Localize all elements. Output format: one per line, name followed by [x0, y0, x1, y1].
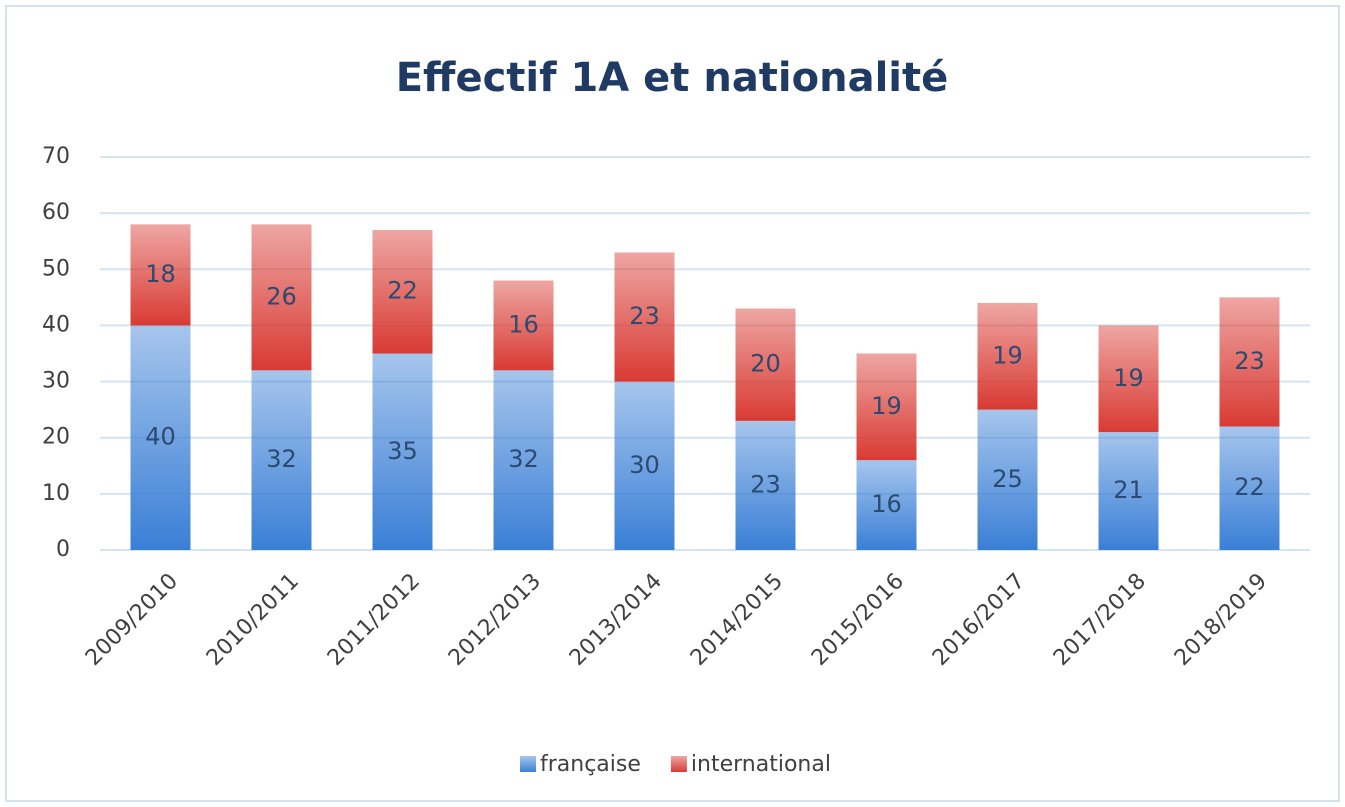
legend-swatch	[520, 756, 536, 772]
bar-segment	[1098, 432, 1159, 550]
data-label: 40	[145, 423, 176, 451]
data-label: 25	[992, 465, 1023, 493]
bar-segment	[130, 224, 191, 326]
bar-segment	[493, 370, 554, 550]
data-label: 35	[387, 437, 418, 465]
y-tick-label: 0	[56, 537, 70, 562]
data-label: 30	[629, 451, 660, 479]
data-label: 16	[871, 490, 902, 518]
y-tick-label: 50	[42, 256, 70, 281]
bar-segment	[977, 302, 1038, 410]
legend-label: international	[691, 752, 831, 777]
data-label: 19	[871, 392, 902, 420]
data-label: 19	[992, 341, 1023, 369]
legend-label: française	[540, 752, 641, 777]
data-label: 23	[750, 470, 781, 498]
bar-segment	[856, 460, 917, 550]
bar-segment	[251, 370, 312, 550]
data-label: 23	[629, 302, 660, 330]
bar-segment	[130, 325, 191, 550]
bar-segment	[372, 229, 433, 354]
bar-segment	[614, 252, 675, 382]
y-tick-label: 60	[42, 200, 70, 225]
bar-segment	[1098, 325, 1159, 433]
bar-segment	[856, 353, 917, 461]
y-tick-label: 70	[42, 144, 70, 169]
data-label: 22	[1234, 473, 1265, 501]
bar-segment	[1219, 297, 1280, 427]
y-tick-label: 20	[42, 425, 70, 450]
bar-segment	[1219, 426, 1280, 550]
data-label: 19	[1113, 364, 1144, 392]
bar-segment	[251, 224, 312, 371]
y-tick-label: 30	[42, 369, 70, 394]
chart-title: Effectif 1A et nationalité	[396, 55, 949, 101]
bar-segment	[614, 381, 675, 550]
bar-segment	[735, 420, 796, 550]
data-label: 21	[1113, 476, 1144, 504]
data-label: 26	[266, 282, 297, 310]
bar-segment	[493, 280, 554, 371]
y-tick-label: 10	[42, 481, 70, 506]
bar-segment	[977, 409, 1038, 550]
data-label: 18	[145, 260, 176, 288]
data-label: 20	[750, 350, 781, 378]
bar-segment	[735, 308, 796, 421]
legend-swatch	[670, 756, 687, 772]
data-label: 22	[387, 277, 418, 305]
data-label: 16	[508, 310, 539, 338]
data-label: 32	[266, 445, 297, 473]
data-label: 23	[1234, 347, 1265, 375]
y-tick-label: 40	[42, 312, 70, 337]
data-label: 32	[508, 445, 539, 473]
bar-segment	[372, 353, 433, 550]
